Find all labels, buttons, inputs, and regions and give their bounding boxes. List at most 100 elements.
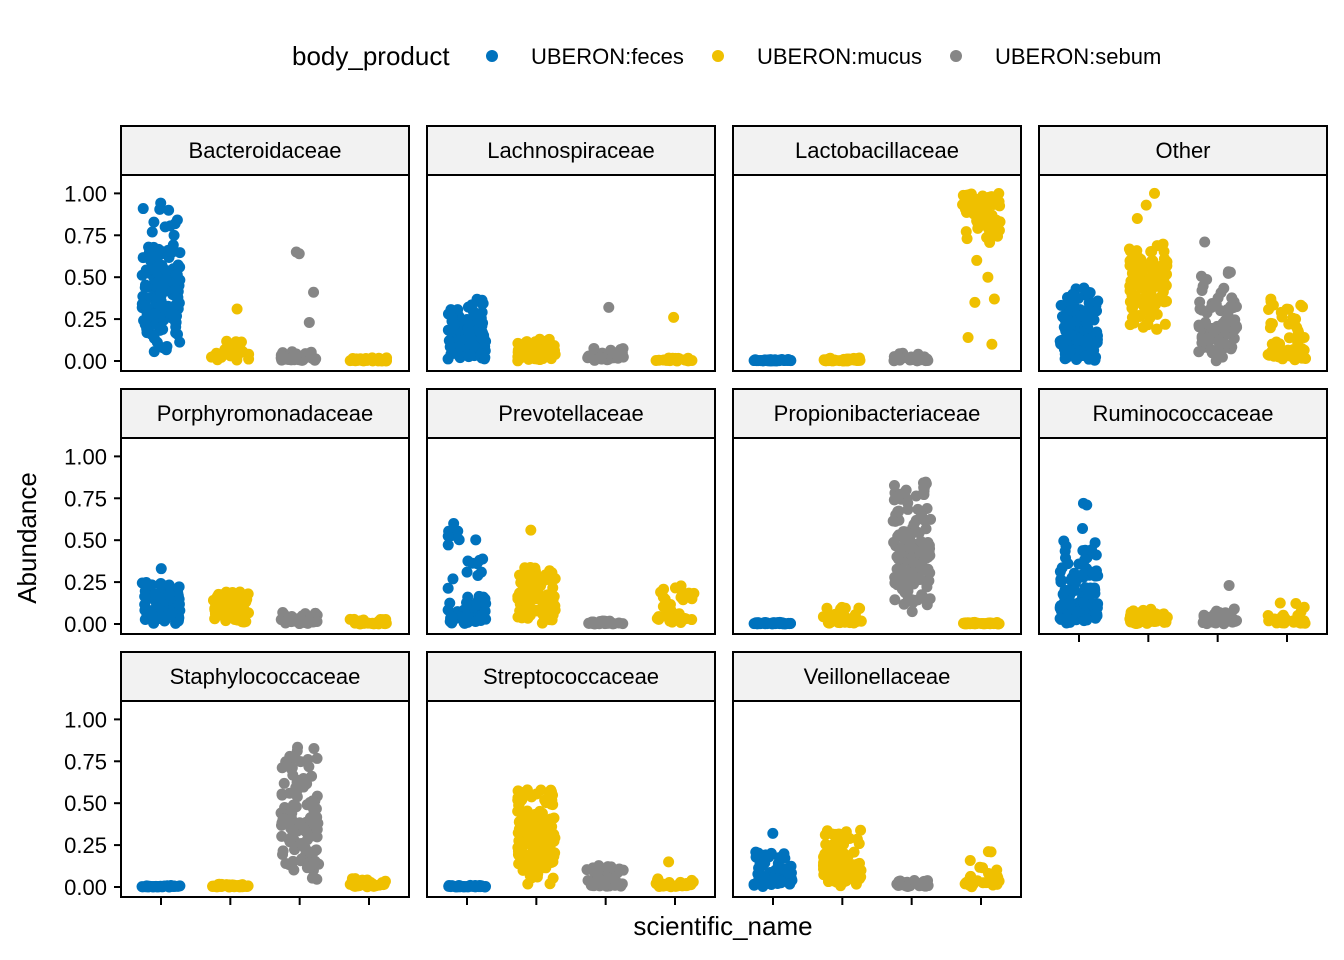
data-point <box>172 259 184 271</box>
facet-panel-ruminococcaceae: Ruminococcaceae <box>1038 388 1328 642</box>
data-point <box>211 593 223 605</box>
data-point <box>1298 615 1310 627</box>
panel-border <box>120 174 410 372</box>
data-point <box>785 860 797 872</box>
data-point <box>1067 289 1079 301</box>
data-point <box>887 515 899 527</box>
data-point <box>1073 334 1085 346</box>
facet-strip <box>426 388 716 439</box>
data-point <box>617 618 629 630</box>
data-point <box>479 352 491 364</box>
data-point <box>849 871 861 883</box>
data-point <box>361 353 373 365</box>
data-point <box>1070 354 1082 366</box>
data-point <box>475 566 487 578</box>
data-point <box>924 567 936 579</box>
data-point <box>657 591 669 603</box>
data-point <box>307 809 319 821</box>
data-point <box>1297 301 1309 313</box>
data-point <box>826 858 838 870</box>
panel-border <box>732 174 1022 372</box>
data-point <box>1159 318 1171 330</box>
data-point <box>166 246 178 258</box>
data-point <box>1161 295 1173 307</box>
data-point <box>757 849 769 861</box>
data-point <box>1210 298 1222 310</box>
data-point <box>311 873 323 885</box>
data-point <box>908 518 920 530</box>
data-point <box>1084 582 1096 594</box>
data-point <box>535 855 547 867</box>
y-tick-label: 0.25 <box>64 307 107 332</box>
data-point <box>1057 599 1069 611</box>
facet-panel-other: Other <box>1038 125 1328 372</box>
data-point <box>1124 296 1136 308</box>
data-point <box>820 354 832 366</box>
data-point <box>545 856 557 868</box>
data-point <box>662 880 674 892</box>
data-point <box>376 877 388 889</box>
data-point <box>452 525 464 537</box>
data-point <box>358 616 370 628</box>
data-point <box>516 609 528 621</box>
data-point <box>853 838 865 850</box>
facet-title: Propionibacteriaceae <box>774 401 981 426</box>
data-point <box>213 878 225 890</box>
facet-title: Porphyromonadaceae <box>157 401 373 426</box>
data-point <box>464 349 476 361</box>
data-point <box>908 875 920 887</box>
data-point <box>512 337 524 349</box>
data-point <box>911 355 923 367</box>
facet-panel-bacteroidaceae: Bacteroidaceae 0.00 0.25 0.50 0.75 1.00 <box>64 125 410 374</box>
data-point <box>683 355 695 367</box>
data-point <box>1090 549 1102 561</box>
data-point <box>855 615 867 627</box>
data-point <box>163 589 175 601</box>
data-point <box>535 810 547 822</box>
data-point <box>672 880 684 892</box>
data-point <box>1292 345 1304 357</box>
data-point <box>1222 266 1234 278</box>
data-point <box>853 602 865 614</box>
data-point <box>1227 302 1239 314</box>
data-point <box>476 326 488 338</box>
data-point <box>922 551 934 563</box>
data-point <box>666 354 678 366</box>
data-point <box>144 264 156 276</box>
data-point <box>525 524 537 536</box>
data-point <box>276 762 288 774</box>
data-point <box>235 344 247 356</box>
data-point <box>925 513 937 525</box>
data-point <box>1136 265 1148 277</box>
data-point <box>143 309 155 321</box>
data-point <box>1091 608 1103 620</box>
data-point <box>1274 597 1286 609</box>
data-point <box>287 769 299 781</box>
data-point <box>1283 332 1295 344</box>
y-axis-label: Abundance <box>12 472 42 604</box>
data-point <box>218 606 230 618</box>
data-point <box>844 832 856 844</box>
data-point <box>380 614 392 626</box>
data-point <box>1196 284 1208 296</box>
data-point <box>513 592 525 604</box>
data-point <box>224 347 236 359</box>
data-point <box>915 535 927 547</box>
y-tick-label: 0.25 <box>64 833 107 858</box>
legend-key-mucus <box>712 50 724 62</box>
facet-strip <box>732 651 1022 702</box>
y-tick-label: 0.50 <box>64 528 107 553</box>
data-point <box>967 878 979 890</box>
data-point <box>1282 303 1294 315</box>
data-point <box>915 563 927 575</box>
data-point <box>1077 568 1089 580</box>
data-point <box>965 202 977 214</box>
data-point <box>290 246 302 258</box>
data-point <box>1081 614 1093 626</box>
data-point <box>1287 615 1299 627</box>
data-point <box>512 785 524 797</box>
data-point <box>984 199 996 211</box>
data-point <box>170 617 182 629</box>
data-point <box>350 880 362 892</box>
data-point <box>307 795 319 807</box>
